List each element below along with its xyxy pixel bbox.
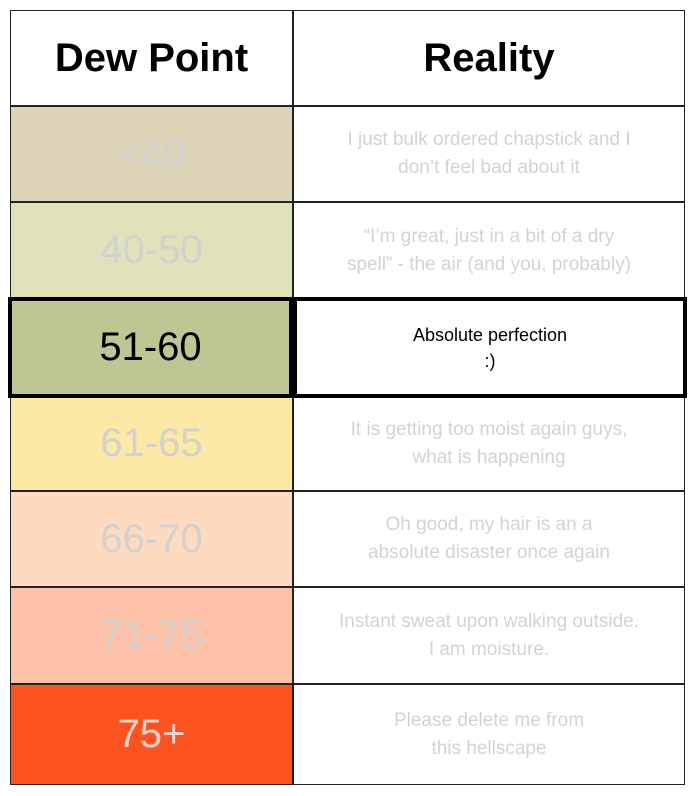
reality-description-cell: “I’m great, just in a bit of a dry spell…	[293, 202, 685, 299]
reality-description-cell: Instant sweat upon walking outside. I am…	[293, 587, 685, 684]
reality-description-cell: It is getting too moist again guys, what…	[293, 396, 685, 491]
reality-description-cell: Oh good, my hair is an a absolute disast…	[293, 491, 685, 587]
dew-point-range-cell: 71-75	[10, 587, 293, 684]
reality-description-cell: Absolute perfection :)	[293, 297, 687, 398]
dew-point-range-cell: <40	[10, 106, 293, 202]
dew-point-range-cell: 75+	[10, 684, 293, 785]
reality-description-cell: I just bulk ordered chapstick and I don’…	[293, 106, 685, 202]
reality-description-cell: Please delete me from this hellscape	[293, 684, 685, 785]
dew-point-range-cell: 61-65	[10, 396, 293, 491]
header-reality: Reality	[293, 10, 685, 106]
dew-point-table: Dew Point Reality <40 I just bulk ordered…	[8, 10, 687, 785]
dew-point-range-cell: 40-50	[10, 202, 293, 299]
dew-point-range-cell: 51-60	[8, 297, 293, 398]
header-dew-point: Dew Point	[10, 10, 293, 106]
dew-point-range-cell: 66-70	[10, 491, 293, 587]
